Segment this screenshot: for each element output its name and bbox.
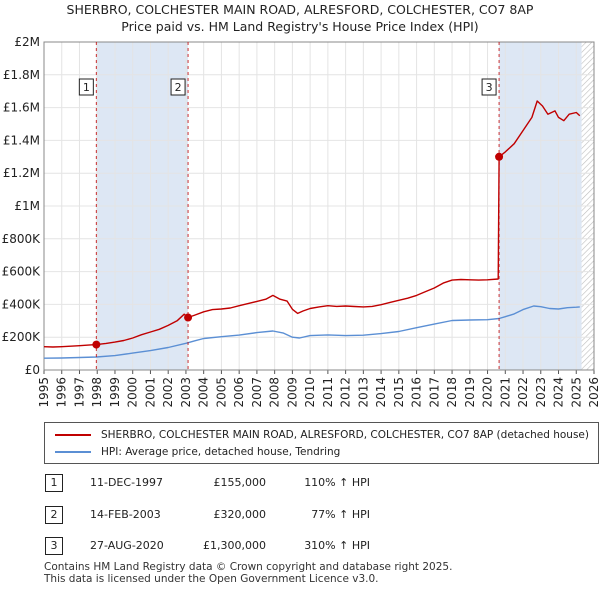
sale-label-box [78,78,94,96]
property-series-line [43,100,581,348]
chart-subtitle: Price paid vs. HM Land Registry's House … [121,19,479,34]
x-tick-label: 2004 [197,377,211,408]
transaction-price: £155,000 [213,476,267,489]
y-tick-label: £1M [14,199,40,213]
x-tick-label: 2003 [179,377,193,408]
legend-label-hpi: HPI: Average price, detached house, Tend… [101,446,341,458]
x-tick-label: 2011 [321,377,335,408]
x-tick-label: 2013 [356,377,370,408]
x-tick-label: 1995 [37,377,51,408]
x-tick-label: 2018 [445,377,459,408]
y-tick-label: £400K [2,297,42,311]
transaction-marker-label: 2 [45,506,63,524]
x-tick-label: 2020 [481,377,495,408]
transaction-marker-label: 1 [45,474,63,492]
x-tick-label: 2008 [268,377,282,408]
footer-copyright: Contains HM Land Registry data © Crown c… [44,561,453,573]
transaction-hpi-change: 110% ↑ HPI [304,476,370,489]
x-tick-label: 2022 [516,377,530,408]
legend-label-property: SHERBRO, COLCHESTER MAIN ROAD, ALRESFORD… [101,429,589,441]
sale-label-box [170,78,186,96]
x-tick-label: 2007 [250,377,264,408]
x-tick-label: 2016 [410,377,424,408]
sale-point [92,340,101,349]
x-tick-label: 1997 [72,377,86,408]
legend-swatch-property [55,434,91,436]
y-tick-label: £200K [2,330,42,344]
x-tick-label: 2005 [214,377,228,408]
x-tick-label: 2001 [143,377,157,408]
sale-point [495,152,504,161]
x-tick-label: 2000 [126,377,140,408]
x-tick-label: 2010 [303,377,317,408]
sale-label: 3 [486,81,493,94]
x-tick-label: 2025 [569,377,583,408]
x-tick-label: 2026 [587,377,600,408]
x-tick-label: 2002 [161,377,175,408]
chart-title: SHERBRO, COLCHESTER MAIN ROAD, ALRESFORD… [66,2,534,17]
legend-swatch-hpi [55,451,91,453]
x-tick-label: 2006 [232,377,246,408]
y-tick-label: £2M [14,35,40,49]
transaction-price: £1,300,000 [203,539,266,552]
chart-legend: SHERBRO, COLCHESTER MAIN ROAD, ALRESFORD… [44,422,599,464]
x-tick-label: 2023 [534,377,548,408]
x-tick-label: 1999 [108,377,122,408]
sale-label-box [481,78,497,96]
x-tick-label: 2014 [374,377,388,408]
y-tick-label: £1.4M [3,133,40,147]
transaction-date: 27-AUG-2020 [90,539,164,552]
transaction-price: £320,000 [213,508,267,521]
x-tick-label: 2009 [285,377,299,408]
transaction-hpi-change: 77% ↑ HPI [311,508,370,521]
x-tick-label: 1998 [90,377,104,408]
y-tick-label: £600K [2,265,42,279]
y-tick-label: £1.8M [3,68,40,82]
transaction-date: 14-FEB-2003 [90,508,161,521]
x-tick-label: 1996 [55,377,69,408]
x-tick-label: 2017 [427,377,441,408]
plot-frame [43,41,595,371]
x-tick-label: 2012 [339,377,353,408]
x-tick-label: 2015 [392,377,406,408]
sale-label: 1 [83,81,90,94]
hpi-series-line [43,305,580,359]
x-tick-label: 2024 [552,377,566,408]
y-tick-label: £800K [2,232,42,246]
y-tick-label: £1.2M [3,166,40,180]
x-tick-label: 2021 [498,377,512,408]
transaction-date: 11-DEC-1997 [90,476,164,489]
sale-label: 2 [175,81,182,94]
sale-point [184,313,193,322]
y-tick-label: £0 [25,363,40,377]
x-tick-label: 2019 [463,377,477,408]
y-tick-label: £1.6M [3,101,40,115]
footer-licence: This data is licensed under the Open Gov… [44,573,379,585]
transaction-hpi-change: 310% ↑ HPI [304,539,370,552]
transaction-marker-label: 3 [45,537,63,555]
price-chart: £0 £200K £400K £600K £800K £1M £1.2M £1.4M £1.6M… [2,35,600,408]
